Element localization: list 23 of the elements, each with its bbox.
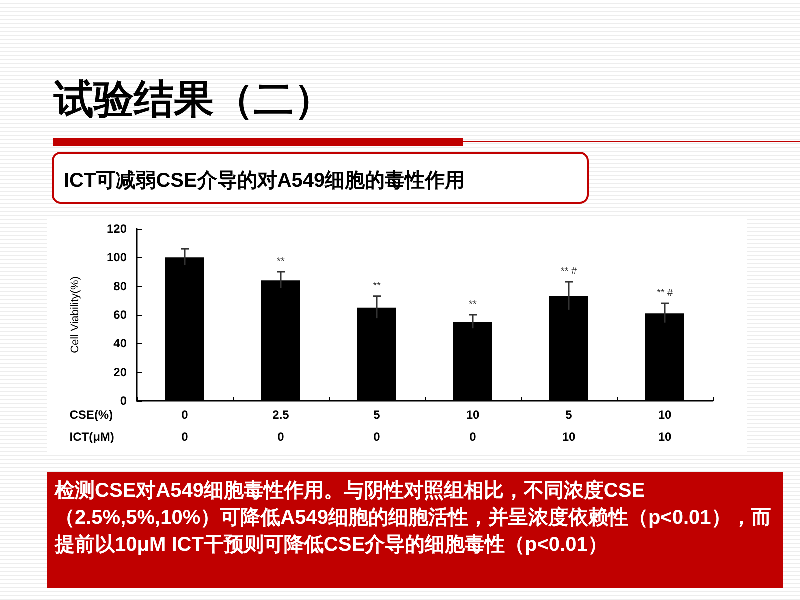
data-label: ** # [656,288,674,300]
x-tick-label: 5 10 [562,408,576,444]
y-tick-label: 100 [106,250,128,265]
data-label: ** [373,280,381,292]
y-tick-label: 80 [114,279,128,294]
y-tick-label: 40 [114,336,128,351]
x-tick-label: 5 0 [374,408,381,444]
x-tick-label: 10 0 [466,408,480,444]
data-label: ** # [560,266,578,278]
data-label: ** [277,256,285,268]
y-axis-title: Cell Viability(%) [70,276,82,354]
chart-title: 试验结果（二） [54,77,334,124]
x-axis-title: CSE(%) ICT(μM) [70,408,114,444]
x-tick-label: 10 10 [658,408,672,444]
text: 检测CSE对A549细胞毒性作用。与阴性对照组相比，不同浓度CSE（2.5%,5%,10%）可降低A549细胞的细胞活性，并呈浓度依赖性（p<0.01），而提前以10μM ICT干预则可降低CSE介导的细胞毒性（p<0.01） [55,478,772,558]
y-tick-label: 0 [120,394,128,408]
y-tick-label: 20 [114,365,128,380]
x-tick-label: 0 0 [182,408,189,444]
y-tick-label: 60 [114,308,128,322]
data-label: ** [469,300,477,310]
chart-subtitle: ICT可减弱CSE介导的对A549细胞的毒性作用 [64,169,466,194]
x-tick-label: 2.5 0 [272,408,290,444]
y-tick-label: 120 [106,222,128,236]
